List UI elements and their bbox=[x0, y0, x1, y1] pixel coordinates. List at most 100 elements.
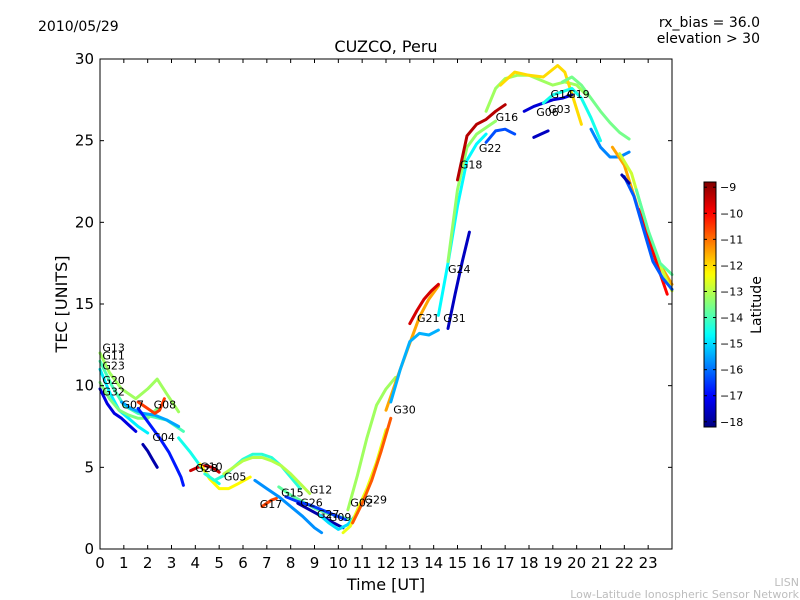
series-g17 bbox=[260, 496, 278, 508]
sat-label-g32: G32 bbox=[102, 386, 125, 399]
footer-network: Low-Latitude Ionospheric Sensor Network bbox=[570, 588, 799, 600]
series-g19 bbox=[560, 75, 631, 141]
sat-label-g19: G19 bbox=[567, 88, 590, 101]
series-g19b bbox=[589, 127, 631, 159]
colorbar-tick-label: −9 bbox=[720, 181, 736, 194]
series-g30a bbox=[141, 443, 159, 469]
sat-label-g18: G18 bbox=[460, 158, 483, 171]
series-g31 bbox=[389, 328, 440, 404]
sat-label-g22: G22 bbox=[479, 142, 502, 155]
x-tick-label: 20 bbox=[567, 554, 586, 572]
series-g20 bbox=[98, 380, 159, 420]
colorbar-tick-label: −13 bbox=[720, 285, 743, 298]
y-tick-label: 0 bbox=[84, 540, 94, 558]
x-tick-label: 5 bbox=[214, 554, 224, 572]
sat-label-g27: G27 bbox=[317, 508, 340, 521]
date-label: 2010/05/29 bbox=[38, 19, 119, 35]
sat-label-g04: G04 bbox=[152, 431, 175, 444]
y-tick-label: 25 bbox=[75, 132, 94, 150]
x-tick-label: 0 bbox=[95, 554, 105, 572]
series-g08 bbox=[136, 397, 166, 415]
y-axis-label: TEC [UNITS] bbox=[52, 256, 71, 354]
series-g26 bbox=[284, 495, 347, 522]
sat-label-g28: G28 bbox=[195, 462, 218, 475]
sat-label-g13: G13 bbox=[102, 341, 125, 354]
x-tick-label: 23 bbox=[639, 554, 658, 572]
plot-frame bbox=[99, 58, 673, 550]
sat-label-g23: G23 bbox=[102, 359, 125, 372]
series-g07 bbox=[120, 400, 181, 428]
series-g29 bbox=[351, 416, 393, 525]
colorbar-label: Latitude bbox=[749, 276, 765, 334]
elevation-label: elevation > 30 bbox=[657, 31, 760, 47]
y-tick-label: 5 bbox=[84, 458, 94, 476]
x-axis: 0 1 2 3 4 5 6 7 8 9 10 11 12 13 14 15 16 17 18 19 20 21 22 23 bbox=[95, 59, 658, 572]
sat-label-g20: G20 bbox=[102, 374, 125, 387]
x-axis-label: Time [UT] bbox=[346, 575, 425, 594]
x-tick-label: 12 bbox=[376, 554, 395, 572]
colorbar-gradient bbox=[703, 181, 717, 428]
y-tick-label: 15 bbox=[75, 295, 94, 313]
sat-label-g21: G21 bbox=[417, 312, 440, 325]
series-g04 bbox=[136, 407, 185, 487]
series-g03 bbox=[541, 86, 602, 143]
colorbar-tick-label: −15 bbox=[720, 338, 743, 351]
x-tick-label: 3 bbox=[167, 554, 177, 572]
x-tick-label: 16 bbox=[472, 554, 491, 572]
series-g24 bbox=[446, 230, 471, 330]
x-tick-label: 18 bbox=[519, 554, 538, 572]
sat-label-g06: G06 bbox=[536, 106, 559, 119]
sat-label-g15: G15 bbox=[281, 487, 304, 500]
sat-label-g29: G29 bbox=[365, 493, 388, 506]
series-g21b bbox=[408, 282, 440, 326]
series-g25e bbox=[620, 173, 631, 185]
x-tick-label: 14 bbox=[424, 554, 443, 572]
colorbar-tick-label: −11 bbox=[720, 233, 743, 246]
series-g22 bbox=[446, 119, 498, 263]
series-g13 bbox=[98, 351, 181, 414]
footer-lisn: LISN bbox=[774, 576, 799, 589]
x-tick-label: 11 bbox=[353, 554, 372, 572]
sat-label-g10: G10 bbox=[200, 461, 223, 474]
sat-label-g16: G16 bbox=[496, 111, 519, 124]
x-tick-label: 19 bbox=[543, 554, 562, 572]
sat-label-g07: G07 bbox=[122, 399, 145, 412]
x-tick-label: 9 bbox=[310, 554, 320, 572]
data-marks bbox=[98, 64, 674, 535]
colorbar-tick-label: −17 bbox=[720, 390, 743, 403]
series-g06c bbox=[532, 129, 550, 139]
y-tick-label: 30 bbox=[75, 50, 94, 68]
colorbar-tick-label: −12 bbox=[720, 259, 743, 272]
series-g18 bbox=[436, 132, 488, 317]
sat-label-g03: G03 bbox=[548, 103, 571, 116]
sat-label-g08: G08 bbox=[154, 399, 177, 412]
sat-label-g14: G14 bbox=[551, 88, 574, 101]
series-g30 bbox=[346, 376, 397, 512]
series-g25f bbox=[634, 188, 674, 277]
series-g01 bbox=[222, 456, 312, 495]
x-tick-label: 7 bbox=[262, 554, 272, 572]
colorbar-tick-label: −18 bbox=[720, 416, 743, 429]
series-g25d bbox=[622, 175, 674, 291]
rx-bias-label: rx_bias = 36.0 bbox=[659, 15, 760, 31]
colorbar-tick-label: −16 bbox=[720, 364, 743, 377]
sat-label-g17: G17 bbox=[260, 498, 283, 511]
series-g10 bbox=[189, 464, 221, 474]
sat-label-g31: G31 bbox=[443, 312, 466, 325]
sat-label-g02: G02 bbox=[350, 497, 373, 510]
y-axis: 0 5 10 15 20 25 30 bbox=[75, 50, 672, 558]
x-tick-label: 4 bbox=[191, 554, 201, 572]
series-g06b bbox=[522, 93, 574, 113]
series-g32 bbox=[98, 387, 138, 433]
x-tick-label: 8 bbox=[286, 554, 296, 572]
sat-label-g24: G24 bbox=[448, 263, 471, 276]
sat-label-g12: G12 bbox=[310, 484, 333, 497]
colorbar-tick-label: −14 bbox=[720, 312, 743, 325]
series-g15 bbox=[253, 478, 324, 535]
x-tick-label: 13 bbox=[400, 554, 419, 572]
colorbar-tick-label: −10 bbox=[720, 207, 743, 220]
sat-label-g26: G26 bbox=[300, 497, 323, 510]
series-g25c bbox=[637, 207, 669, 296]
